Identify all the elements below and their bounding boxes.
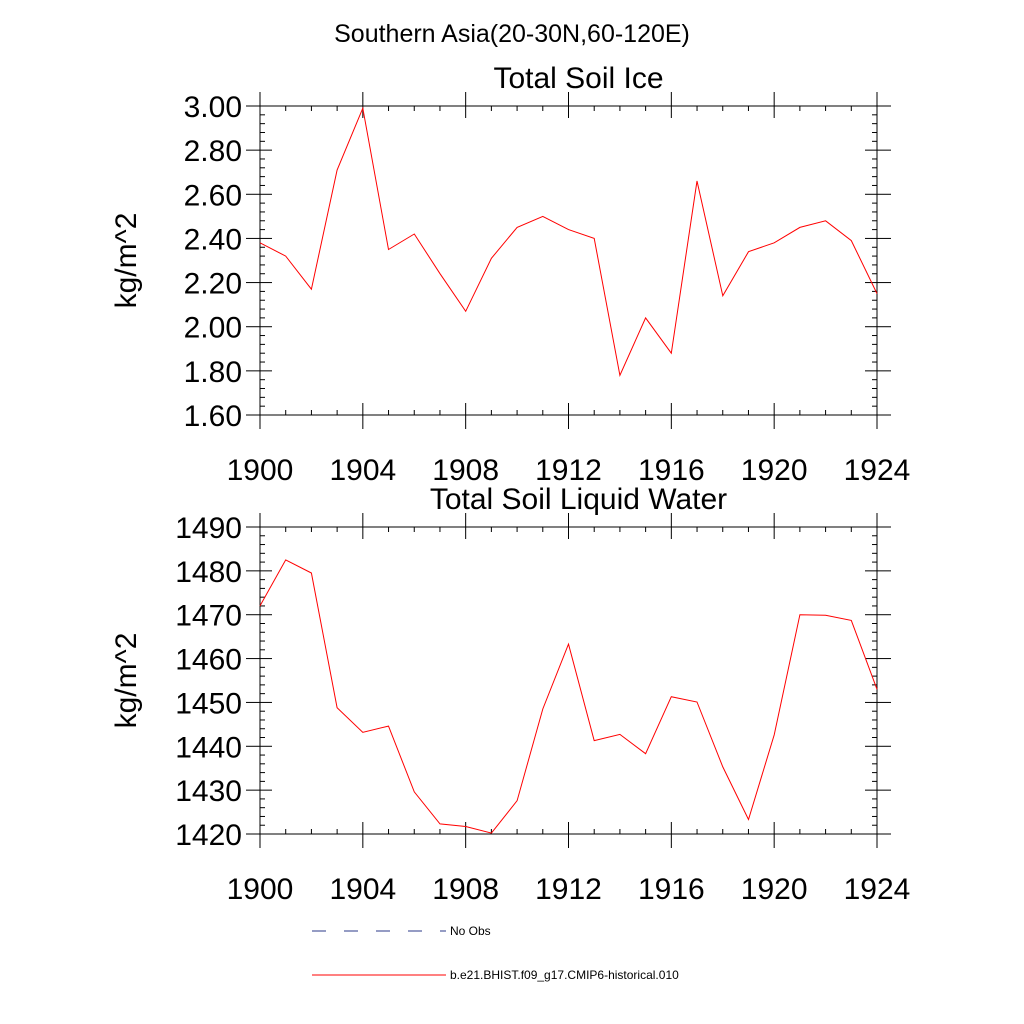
y-axis-label: kg/m^2 <box>110 213 143 309</box>
x-tick-label: 1908 <box>432 454 499 487</box>
y-tick-label: 1480 <box>175 556 242 589</box>
x-tick-label: 1916 <box>638 454 705 487</box>
plot-frame <box>259 105 878 416</box>
y-tick-label: 1490 <box>175 512 242 545</box>
y-tick-label: 2.00 <box>184 312 242 345</box>
chart-title: Total Soil Ice <box>493 62 663 95</box>
y-tick-label: 1420 <box>175 819 242 852</box>
y-tick-label: 2.20 <box>184 268 242 301</box>
chart-title: Total Soil Liquid Water <box>430 483 727 516</box>
y-tick-label: 3.00 <box>184 91 242 124</box>
x-tick-label: 1912 <box>535 873 602 906</box>
y-tick-label: 2.80 <box>184 135 242 168</box>
chart-panel-soil-liquid-water: Total Soil Liquid Water 1900 1904 1908 1912 1… <box>110 483 910 906</box>
series-line <box>259 106 878 377</box>
figure-title: Southern Asia(20-30N,60-120E) <box>334 20 690 48</box>
x-tick-label: 1904 <box>329 873 396 906</box>
x-tick-label: 1924 <box>844 873 911 906</box>
y-tick-label: 1.60 <box>184 400 242 433</box>
y-tick-label: 2.60 <box>184 179 242 212</box>
x-tick-label: 1908 <box>432 873 499 906</box>
x-tick-label: 1900 <box>227 873 294 906</box>
plot-frame <box>259 526 878 835</box>
series-line <box>259 559 878 834</box>
legend: No Obs b.e21.BHIST.f09_g17.CMIP6-histori… <box>312 924 679 982</box>
x-tick-label: 1924 <box>844 454 911 487</box>
y-tick-label: 1460 <box>175 644 242 677</box>
y-tick-label: 2.40 <box>184 223 242 256</box>
y-tick-label: 1440 <box>175 731 242 764</box>
legend-label-no-obs: No Obs <box>450 924 491 938</box>
x-tick-label: 1912 <box>535 454 602 487</box>
y-axis-label: kg/m^2 <box>110 633 143 729</box>
x-tick-label: 1916 <box>638 873 705 906</box>
y-tick-label: 1.80 <box>184 356 242 389</box>
x-tick-label: 1900 <box>227 454 294 487</box>
y-tick-label: 1430 <box>175 775 242 808</box>
y-tick-label: 1450 <box>175 687 242 720</box>
legend-label-historical: b.e21.BHIST.f09_g17.CMIP6-historical.010 <box>450 968 679 982</box>
chart-panel-soil-ice: Total Soil Ice 1900 1904 1908 1912 1916 1920 19… <box>110 62 910 487</box>
x-tick-label: 1920 <box>741 873 808 906</box>
x-tick-label: 1920 <box>741 454 808 487</box>
y-tick-label: 1470 <box>175 600 242 633</box>
x-tick-label: 1904 <box>329 454 396 487</box>
